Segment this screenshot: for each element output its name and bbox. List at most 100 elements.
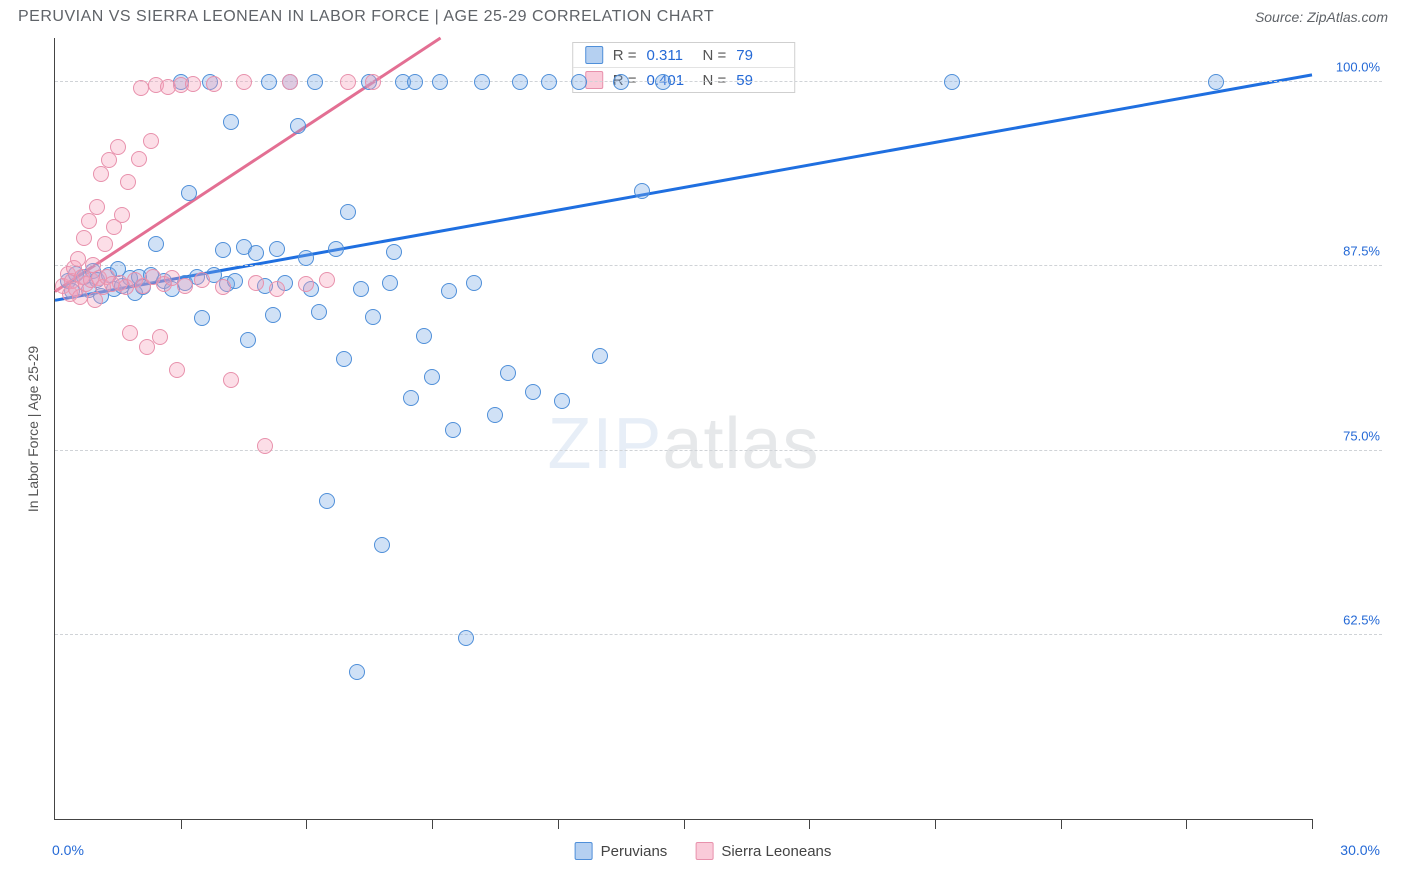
data-point bbox=[70, 251, 86, 267]
data-point bbox=[592, 348, 608, 364]
x-tick bbox=[935, 819, 936, 829]
data-point bbox=[269, 281, 285, 297]
legend-item-sierra: Sierra Leoneans bbox=[695, 842, 831, 860]
swatch-peruvians bbox=[585, 46, 603, 64]
n-label: N = bbox=[703, 47, 727, 64]
data-point bbox=[261, 74, 277, 90]
legend-swatch-sierra bbox=[695, 842, 713, 860]
x-tick bbox=[306, 819, 307, 829]
y-tick-label: 100.0% bbox=[1336, 60, 1380, 75]
data-point bbox=[541, 74, 557, 90]
data-point bbox=[76, 230, 92, 246]
y-tick-label: 62.5% bbox=[1343, 612, 1380, 627]
stat-row-peruvians: R = 0.311 N = 79 bbox=[573, 43, 795, 68]
data-point bbox=[194, 310, 210, 326]
data-point bbox=[97, 236, 113, 252]
data-point bbox=[466, 275, 482, 291]
x-tick bbox=[432, 819, 433, 829]
gridline bbox=[55, 450, 1382, 451]
data-point bbox=[120, 174, 136, 190]
data-point bbox=[185, 76, 201, 92]
data-point bbox=[382, 275, 398, 291]
data-point bbox=[353, 281, 369, 297]
x-tick bbox=[558, 819, 559, 829]
data-point bbox=[131, 151, 147, 167]
stat-row-sierra: R = 0.401 N = 59 bbox=[573, 68, 795, 92]
data-point bbox=[269, 241, 285, 257]
data-point bbox=[424, 369, 440, 385]
data-point bbox=[571, 74, 587, 90]
gridline bbox=[55, 634, 1382, 635]
x-tick bbox=[1312, 819, 1313, 829]
chart-title: PERUVIAN VS SIERRA LEONEAN IN LABOR FORC… bbox=[18, 8, 714, 26]
data-point bbox=[223, 372, 239, 388]
data-point bbox=[298, 250, 314, 266]
data-point bbox=[248, 275, 264, 291]
data-point bbox=[349, 664, 365, 680]
data-point bbox=[114, 207, 130, 223]
data-point bbox=[152, 329, 168, 345]
data-point bbox=[319, 272, 335, 288]
x-tick bbox=[181, 819, 182, 829]
data-point bbox=[474, 74, 490, 90]
data-point bbox=[307, 74, 323, 90]
data-point bbox=[487, 407, 503, 423]
r-value-peruvians: 0.311 bbox=[647, 47, 693, 64]
data-point bbox=[236, 74, 252, 90]
gridline bbox=[55, 265, 1382, 266]
stat-legend: R = 0.311 N = 79 R = 0.401 N = 59 bbox=[572, 42, 796, 93]
n-label-2: N = bbox=[703, 72, 727, 89]
data-point bbox=[311, 304, 327, 320]
data-point bbox=[298, 276, 314, 292]
data-point bbox=[265, 307, 281, 323]
data-point bbox=[290, 118, 306, 134]
data-point bbox=[206, 76, 222, 92]
data-point bbox=[215, 279, 231, 295]
data-point bbox=[181, 185, 197, 201]
data-point bbox=[1208, 74, 1224, 90]
swatch-sierra bbox=[585, 71, 603, 89]
x-tick bbox=[1186, 819, 1187, 829]
data-point bbox=[655, 74, 671, 90]
x-label-min: 0.0% bbox=[52, 842, 84, 858]
data-point bbox=[458, 630, 474, 646]
x-tick bbox=[684, 819, 685, 829]
data-point bbox=[512, 74, 528, 90]
trend-line bbox=[55, 75, 1312, 300]
data-point bbox=[336, 351, 352, 367]
chart-header: PERUVIAN VS SIERRA LEONEAN IN LABOR FORC… bbox=[0, 0, 1406, 32]
data-point bbox=[365, 309, 381, 325]
n-value-peruvians: 79 bbox=[736, 47, 782, 64]
legend-item-peruvians: Peruvians bbox=[575, 842, 668, 860]
data-point bbox=[445, 422, 461, 438]
trend-lines bbox=[55, 38, 1312, 819]
bottom-legend: Peruvians Sierra Leoneans bbox=[575, 842, 832, 860]
plot-area: In Labor Force | Age 25-29 ZIPatlas R = … bbox=[54, 38, 1312, 820]
data-point bbox=[365, 74, 381, 90]
chart-source: Source: ZipAtlas.com bbox=[1255, 9, 1388, 25]
data-point bbox=[634, 183, 650, 199]
data-point bbox=[215, 242, 231, 258]
data-point bbox=[500, 365, 516, 381]
data-point bbox=[340, 204, 356, 220]
data-point bbox=[122, 325, 138, 341]
data-point bbox=[177, 278, 193, 294]
data-point bbox=[441, 283, 457, 299]
data-point bbox=[194, 272, 210, 288]
data-point bbox=[282, 74, 298, 90]
x-label-max: 30.0% bbox=[1340, 842, 1380, 858]
data-point bbox=[554, 393, 570, 409]
data-point bbox=[148, 236, 164, 252]
data-point bbox=[257, 438, 273, 454]
chart-container: In Labor Force | Age 25-29 ZIPatlas R = … bbox=[18, 32, 1388, 872]
legend-label-sierra: Sierra Leoneans bbox=[721, 843, 831, 860]
data-point bbox=[374, 537, 390, 553]
data-point bbox=[110, 139, 126, 155]
data-point bbox=[133, 80, 149, 96]
data-point bbox=[169, 362, 185, 378]
n-value-sierra: 59 bbox=[736, 72, 782, 89]
y-tick-label: 75.0% bbox=[1343, 428, 1380, 443]
data-point bbox=[89, 199, 105, 215]
data-point bbox=[223, 114, 239, 130]
data-point bbox=[525, 384, 541, 400]
